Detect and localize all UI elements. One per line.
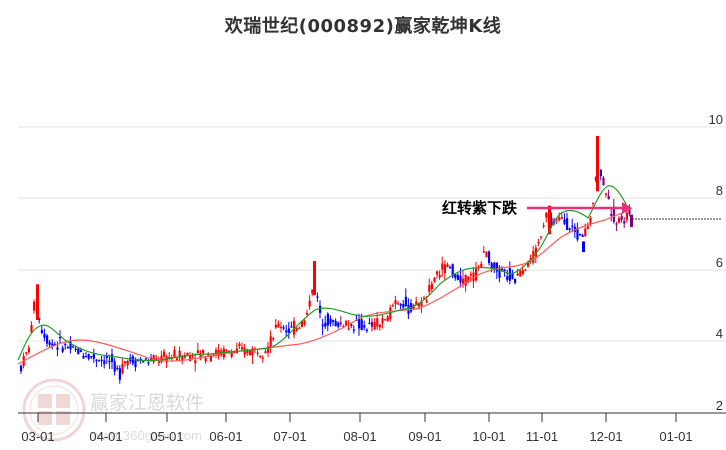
watermark-url: www.360gann.com [91,428,202,443]
x-tick: 05-01 [150,429,183,444]
y-tick-10: 10 [709,112,723,127]
x-tick: 07-01 [273,429,306,444]
annotation: 红转紫下跌 [442,199,722,220]
y-axis: 10 8 6 4 2 [709,112,723,413]
x-tick: 03-01 [21,429,54,444]
x-tick: 11-01 [526,429,558,444]
watermark: 赢家江恩软件 www.360gann.com [22,378,204,443]
x-axis: 03-01 04-01 05-01 06-01 07-01 08-01 09-0… [18,412,726,444]
chart-title: 欢瑞世纪(000892)赢家乾坤K线 [224,16,502,37]
y-tick-4: 4 [716,326,723,341]
x-tick: 10-01 [472,429,505,444]
x-tick: 01-01 [659,429,692,444]
watermark-brand: 赢家江恩软件 [90,392,204,414]
grid [18,126,726,342]
ma-long-line [17,207,633,365]
x-tick: 06-01 [209,429,242,444]
x-tick: 08-01 [343,429,376,444]
y-tick-8: 8 [716,183,723,198]
x-tick: 04-01 [89,429,122,444]
annotation-label: 红转紫下跌 [442,199,518,217]
y-tick-6: 6 [716,255,723,270]
x-tick: 12-01 [589,429,622,444]
ma-short-line [17,185,629,362]
x-tick: 09-01 [408,429,441,444]
y-tick-2: 2 [716,398,723,413]
